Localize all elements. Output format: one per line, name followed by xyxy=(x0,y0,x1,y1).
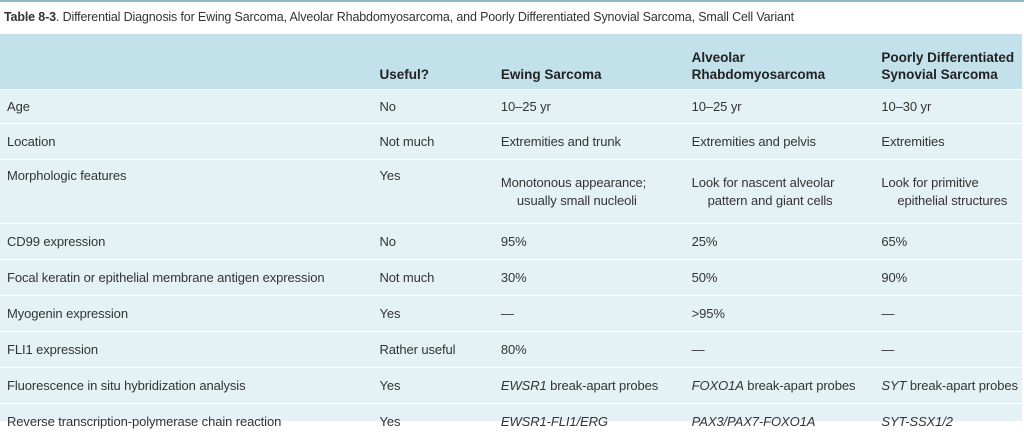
synovial-cell: — xyxy=(874,332,1022,368)
header-alveolar: Alveolar Rhabdomyosarcoma xyxy=(686,34,875,90)
header-synovial: Poorly Differentiated Synovial Sarcoma xyxy=(874,34,1022,90)
useful-cell: No xyxy=(372,224,494,260)
ewing-cell: EWSR1 break-apart probes xyxy=(495,368,686,404)
ewing-cell: — xyxy=(495,296,686,332)
caption-label: Table 8-3 xyxy=(4,10,56,24)
feature-cell: Location xyxy=(0,124,372,160)
ewing-cell: Monotonous appearance; usually small nucl… xyxy=(495,160,686,224)
alveolar-cell: 50% xyxy=(686,260,875,296)
alveolar-cell: 10–25 yr xyxy=(686,90,875,124)
differential-diagnosis-table: Useful? Ewing Sarcoma Alveolar Rhabdomyos… xyxy=(0,34,1022,421)
useful-cell: Yes xyxy=(372,296,494,332)
synovial-cell: SYT-SSX1/2 xyxy=(874,404,1022,439)
ewing-line2: usually small nucleoli xyxy=(501,192,686,210)
synovial-cell: Extremities xyxy=(874,124,1022,160)
ewing-cell: 10–25 yr xyxy=(495,90,686,124)
alveolar-cell: Look for nascent alveolar pattern and gia… xyxy=(686,160,875,224)
header-synovial-line2: Synovial Sarcoma xyxy=(881,67,997,82)
synovial-cell: Look for primitive epithelial structures xyxy=(874,160,1022,224)
table-row: Myogenin expression Yes — >95% — xyxy=(0,296,1022,332)
table-row: FLI1 expression Rather useful 80% — — xyxy=(0,332,1022,368)
synovial-gene: SYT xyxy=(881,378,906,393)
alveolar-line1: Look for nascent alveolar xyxy=(692,175,835,190)
useful-cell: Yes xyxy=(372,368,494,404)
feature-cell: CD99 expression xyxy=(0,224,372,260)
alveolar-cell: >95% xyxy=(686,296,875,332)
feature-cell: Age xyxy=(0,90,372,124)
ewing-cell: 30% xyxy=(495,260,686,296)
synovial-line2: epithelial structures xyxy=(881,192,1022,210)
synovial-cell: — xyxy=(874,296,1022,332)
ewing-cell: EWSR1-FLI1/ERG xyxy=(495,404,686,439)
alveolar-cell: 25% xyxy=(686,224,875,260)
useful-cell: Rather useful xyxy=(372,332,494,368)
ewing-cell: 95% xyxy=(495,224,686,260)
ewing-cell: Extremities and trunk xyxy=(495,124,686,160)
table-row: Age No 10–25 yr 10–25 yr 10–30 yr xyxy=(0,90,1022,124)
synovial-cell: 90% xyxy=(874,260,1022,296)
feature-cell: Myogenin expression xyxy=(0,296,372,332)
table: Useful? Ewing Sarcoma Alveolar Rhabdomyos… xyxy=(0,34,1022,439)
table-row: Morphologic features Yes Monotonous appe… xyxy=(0,160,1022,224)
header-useful: Useful? xyxy=(372,34,494,90)
top-rule xyxy=(0,0,1024,2)
header-feature xyxy=(0,34,372,90)
feature-cell: Focal keratin or epithelial membrane ant… xyxy=(0,260,372,296)
header-row: Useful? Ewing Sarcoma Alveolar Rhabdomyos… xyxy=(0,34,1022,90)
table-caption: Table 8-3. Differential Diagnosis for Ew… xyxy=(4,10,1022,24)
feature-cell: FLI1 expression xyxy=(0,332,372,368)
ewing-probe-text: break-apart probes xyxy=(547,378,659,393)
synovial-probe-text: break-apart probes xyxy=(906,378,1018,393)
synovial-cell: SYT break-apart probes xyxy=(874,368,1022,404)
synovial-line1: Look for primitive xyxy=(881,175,978,190)
table-row: CD99 expression No 95% 25% 65% xyxy=(0,224,1022,260)
ewing-line1: Monotonous appearance; xyxy=(501,175,646,190)
alveolar-cell: Extremities and pelvis xyxy=(686,124,875,160)
header-alveolar-line1: Alveolar xyxy=(692,50,745,65)
feature-cell: Morphologic features xyxy=(0,160,372,224)
useful-cell: Not much xyxy=(372,260,494,296)
feature-cell: Reverse transcription-polymerase chain r… xyxy=(0,404,372,439)
feature-cell: Fluorescence in situ hybridization analy… xyxy=(0,368,372,404)
useful-cell: No xyxy=(372,90,494,124)
header-synovial-line1: Poorly Differentiated xyxy=(881,50,1014,65)
ewing-gene: EWSR1 xyxy=(501,378,547,393)
caption-text: . Differential Diagnosis for Ewing Sarco… xyxy=(56,10,794,24)
useful-cell: Yes xyxy=(372,404,494,439)
ewing-cell: 80% xyxy=(495,332,686,368)
table-row: Focal keratin or epithelial membrane ant… xyxy=(0,260,1022,296)
alveolar-cell: PAX3/PAX7-FOXO1A xyxy=(686,404,875,439)
alveolar-gene: FOXO1A xyxy=(692,378,744,393)
alveolar-cell: — xyxy=(686,332,875,368)
synovial-cell: 65% xyxy=(874,224,1022,260)
table-row: Reverse transcription-polymerase chain r… xyxy=(0,404,1022,439)
useful-cell: Not much xyxy=(372,124,494,160)
header-alveolar-line2: Rhabdomyosarcoma xyxy=(692,67,826,82)
synovial-cell: 10–30 yr xyxy=(874,90,1022,124)
header-ewing: Ewing Sarcoma xyxy=(495,34,686,90)
alveolar-probe-text: break-apart probes xyxy=(744,378,856,393)
alveolar-line2: pattern and giant cells xyxy=(692,192,875,210)
useful-cell: Yes xyxy=(372,160,494,224)
alveolar-cell: FOXO1A break-apart probes xyxy=(686,368,875,404)
table-row: Fluorescence in situ hybridization analy… xyxy=(0,368,1022,404)
table-row: Location Not much Extremities and trunk … xyxy=(0,124,1022,160)
